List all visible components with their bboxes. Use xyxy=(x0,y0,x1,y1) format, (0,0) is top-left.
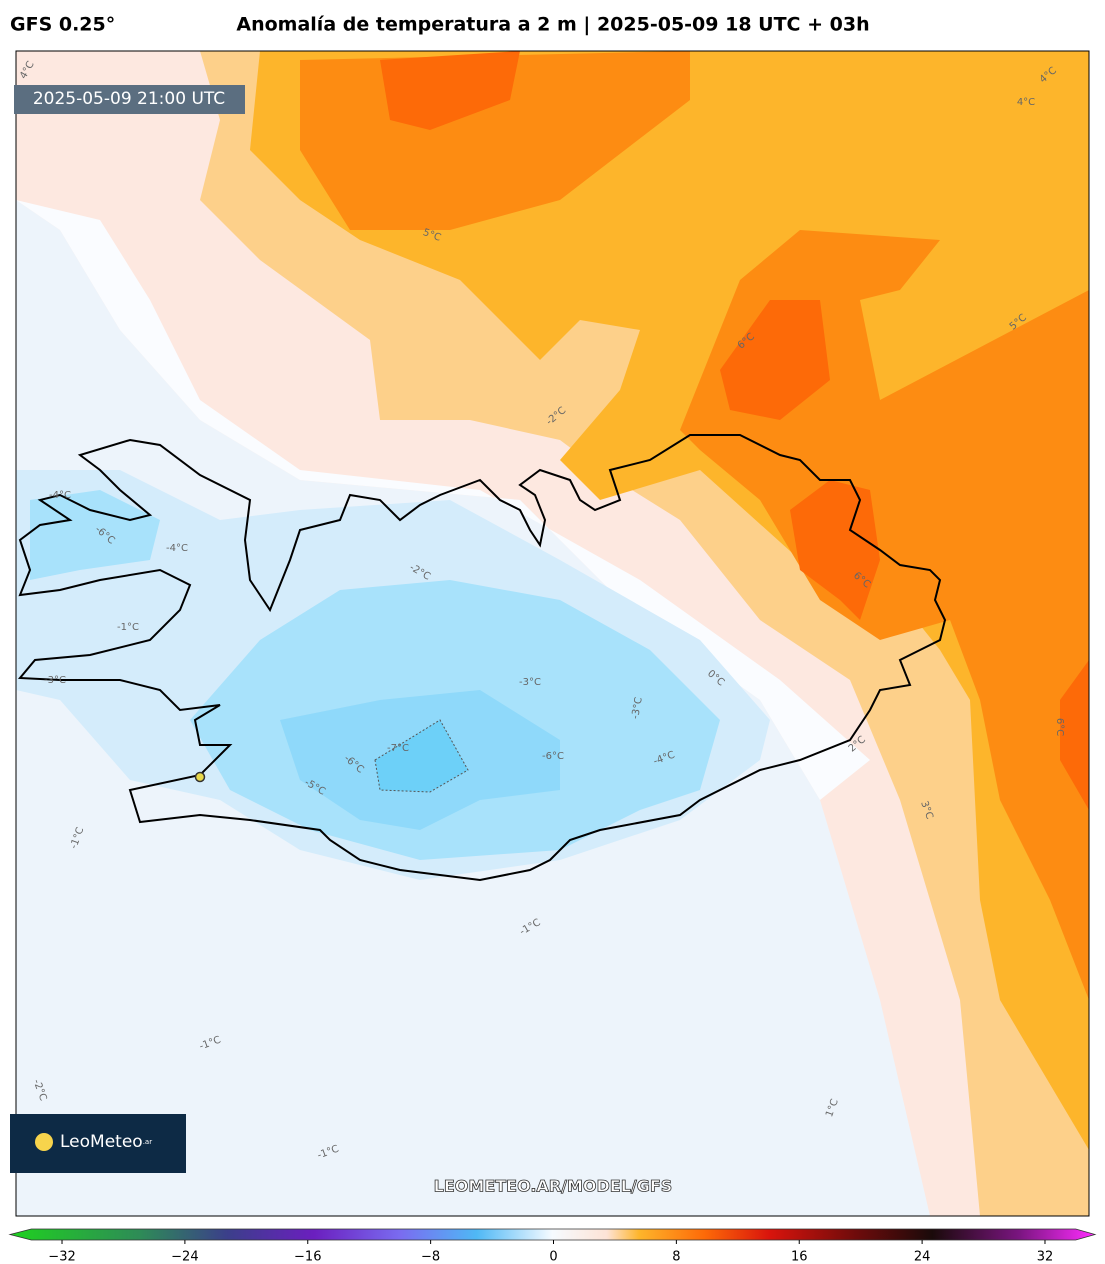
map-frame xyxy=(15,50,1090,1217)
coastline xyxy=(17,434,947,882)
colorbar-tick-label: −8 xyxy=(421,1250,440,1264)
model-name: GFS 0.25° xyxy=(10,14,115,36)
valid-time: 2025-05-09 21:00 UTC xyxy=(33,89,225,109)
anomaly-neg-7 xyxy=(374,719,469,793)
colorbar-tick-label: 16 xyxy=(791,1250,808,1264)
contour-label: -1°C xyxy=(117,622,139,633)
logo-text: LeoMeteo xyxy=(60,1132,143,1152)
logo-name: LeoMeteo.ar xyxy=(60,1132,152,1152)
colorbar-tick-label: 32 xyxy=(1037,1250,1054,1264)
location-marker xyxy=(194,771,206,783)
contour-label: 6°C xyxy=(1054,718,1065,736)
colorbar-tick-label: 8 xyxy=(672,1250,680,1264)
contour-label: -4°C xyxy=(166,543,188,554)
contour-label: -7°C xyxy=(387,743,409,754)
contour-label: -4°C xyxy=(49,490,71,501)
anomaly-0 xyxy=(16,200,870,800)
colorbar-tick-label: 24 xyxy=(914,1250,931,1264)
anomaly-4-5 xyxy=(250,51,1089,1150)
anomaly-5-6 xyxy=(680,230,1089,1000)
contour-label: -3°C xyxy=(630,696,645,720)
map-field: 4°C 4°C5°C4°C-2°C6°C5°C6°C-6°C-4°C-1°C-2°… xyxy=(16,51,1089,1216)
colorbar: −32 −24 −16 −8 0 8 16 24 32 xyxy=(8,1228,1097,1264)
colorbar-bar xyxy=(8,1228,1097,1241)
watermark: LEOMETEO.AR/MODEL/GFS xyxy=(434,1177,673,1196)
contour-label: -3°C xyxy=(519,677,541,688)
logo-sun xyxy=(35,1133,53,1151)
map-title: Anomalía de temperatura a 2 m | 2025-05-… xyxy=(236,14,869,36)
colorbar-tick-label: −32 xyxy=(48,1250,75,1264)
time-box xyxy=(14,85,245,114)
contour-label: 4°C xyxy=(1017,97,1035,108)
colorbar-tick-label: 0 xyxy=(549,1250,557,1264)
colorbar-tick-label: −24 xyxy=(171,1250,198,1264)
contour-label: -6°C xyxy=(542,751,564,762)
contour-label: -3°C xyxy=(44,675,66,686)
colorbar-tick-label: −16 xyxy=(294,1250,321,1264)
logo-suffix: .ar xyxy=(143,1138,153,1146)
